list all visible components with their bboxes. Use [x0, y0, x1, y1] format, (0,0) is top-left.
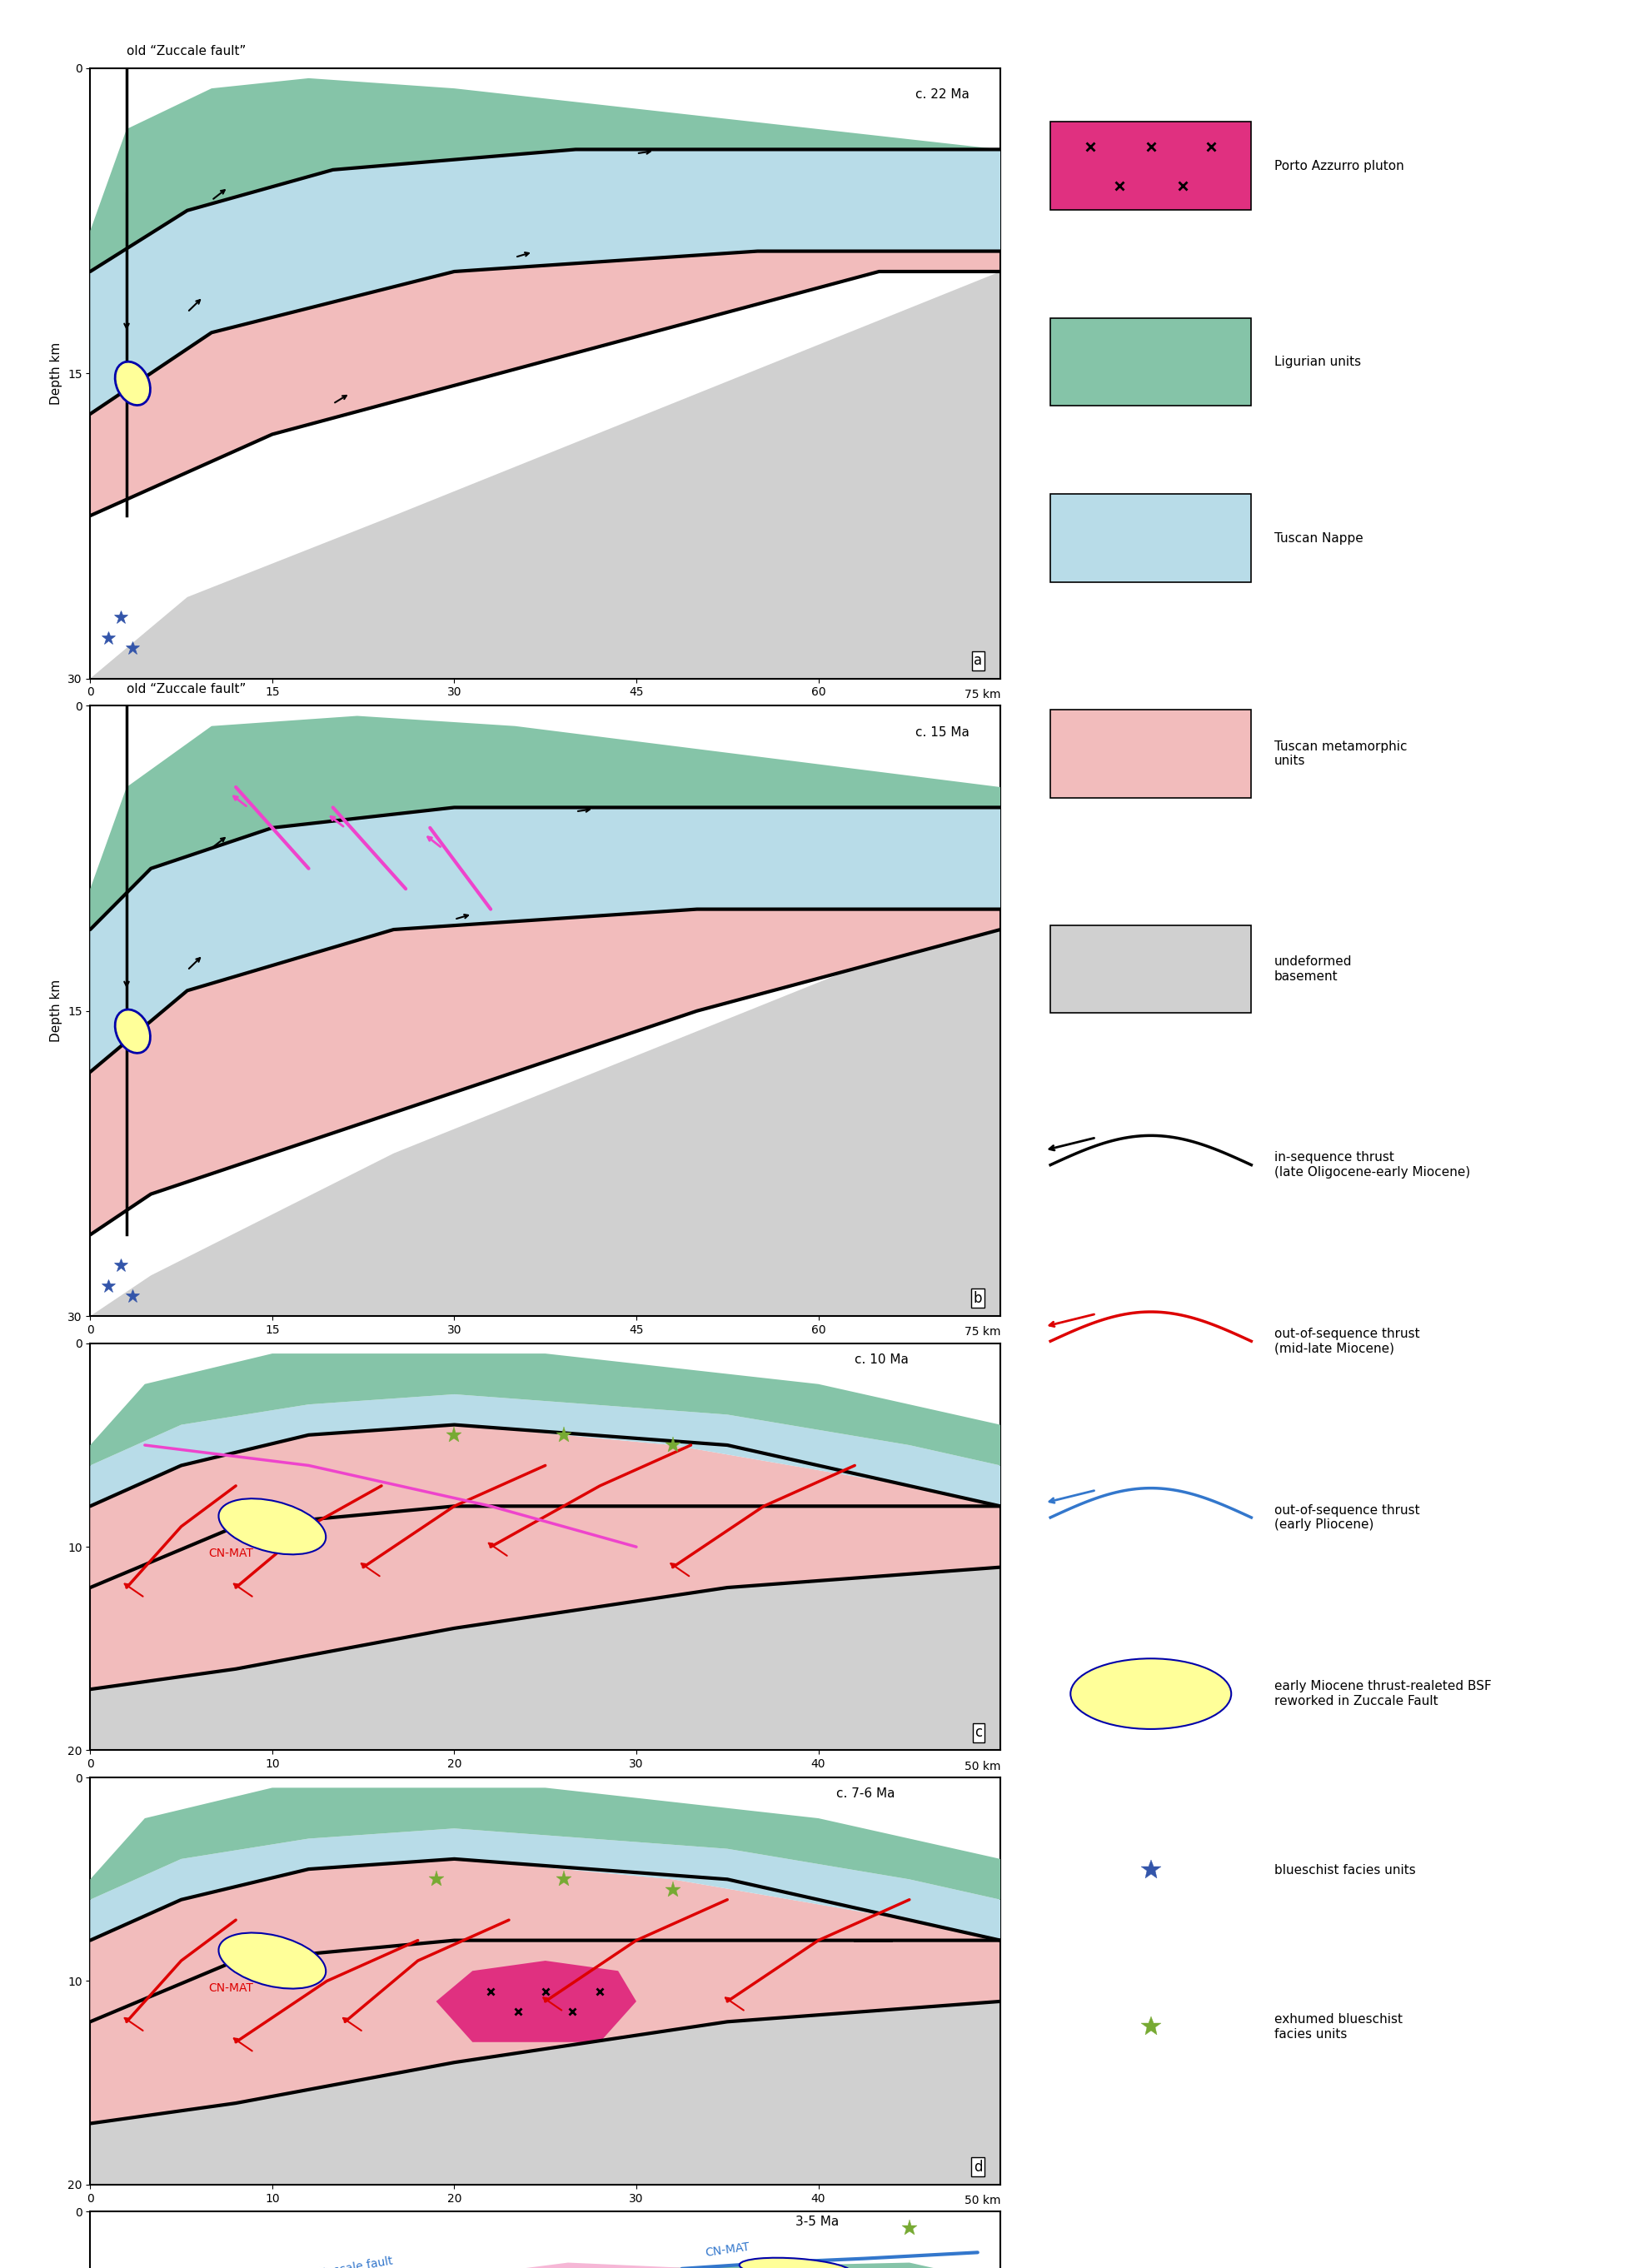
Text: d: d: [974, 2159, 982, 2175]
Text: b: b: [974, 1290, 982, 1306]
Text: 50 km: 50 km: [964, 1760, 1000, 1771]
Bar: [1051, 494, 1251, 583]
Polygon shape: [90, 1860, 1000, 2021]
Polygon shape: [436, 1962, 636, 2041]
Ellipse shape: [115, 1009, 151, 1052]
Polygon shape: [90, 1506, 1000, 1690]
Text: 75 km: 75 km: [964, 1327, 1000, 1338]
Polygon shape: [90, 717, 1000, 930]
Text: Porto Azzurro pluton: Porto Azzurro pluton: [1274, 159, 1404, 172]
Ellipse shape: [115, 361, 151, 406]
Text: in-sequence thrust
(late Oligocene-early Miocene): in-sequence thrust (late Oligocene-early…: [1274, 1152, 1469, 1179]
Polygon shape: [90, 1567, 1000, 1751]
Ellipse shape: [740, 2257, 851, 2268]
Text: c. 7-6 Ma: c. 7-6 Ma: [836, 1787, 895, 1801]
Text: Ligurian units: Ligurian units: [1274, 356, 1361, 367]
Text: exhumed blueschist
facies units: exhumed blueschist facies units: [1274, 2014, 1402, 2041]
Polygon shape: [90, 1354, 1000, 1465]
Text: blueschist facies units: blueschist facies units: [1274, 1864, 1415, 1876]
Polygon shape: [90, 2263, 1000, 2268]
Text: 3-5 Ma: 3-5 Ma: [795, 2216, 840, 2227]
Text: undeformed
basement: undeformed basement: [1274, 955, 1351, 982]
Text: CN-MAT: CN-MAT: [705, 2241, 751, 2259]
Ellipse shape: [218, 1932, 326, 1989]
Polygon shape: [90, 1424, 1000, 1588]
Text: out-of-sequence thrust
(early Pliocene): out-of-sequence thrust (early Pliocene): [1274, 1504, 1420, 1531]
Polygon shape: [90, 1395, 1000, 1506]
Text: old “Zuccale fault”: old “Zuccale fault”: [126, 45, 246, 59]
Text: Zuccale fault: Zuccale fault: [318, 2254, 394, 2268]
Text: a: a: [974, 653, 982, 669]
Bar: [1051, 710, 1251, 798]
Text: CN-MAT: CN-MAT: [208, 1547, 254, 1560]
Text: early Miocene thrust-realeted BSF
reworked in Zuccale Fault: early Miocene thrust-realeted BSF rework…: [1274, 1681, 1491, 1708]
Polygon shape: [90, 1787, 1000, 1901]
Text: Tuscan Nappe: Tuscan Nappe: [1274, 533, 1363, 544]
Text: 50 km: 50 km: [964, 2195, 1000, 2207]
Text: c. 15 Ma: c. 15 Ma: [915, 726, 969, 739]
Polygon shape: [90, 2000, 1000, 2184]
Ellipse shape: [218, 1499, 326, 1554]
Polygon shape: [90, 1828, 1000, 1941]
Y-axis label: Depth km: Depth km: [51, 342, 62, 404]
Polygon shape: [90, 252, 1000, 515]
Ellipse shape: [1071, 1658, 1232, 1728]
Text: old “Zuccale fault”: old “Zuccale fault”: [126, 683, 246, 696]
Y-axis label: Depth km: Depth km: [51, 980, 62, 1043]
Text: c: c: [974, 1726, 982, 1740]
Text: Tuscan metamorphic
units: Tuscan metamorphic units: [1274, 739, 1407, 767]
Text: c. 10 Ma: c. 10 Ma: [854, 1354, 909, 1365]
Text: CN-MAT: CN-MAT: [208, 1982, 254, 1994]
Bar: [1051, 122, 1251, 211]
Bar: [1051, 318, 1251, 406]
Bar: [1051, 925, 1251, 1014]
Polygon shape: [90, 909, 1000, 1234]
Polygon shape: [90, 150, 1000, 415]
Polygon shape: [90, 272, 1000, 678]
Polygon shape: [90, 77, 1000, 272]
Polygon shape: [341, 2263, 864, 2268]
Text: 75 km: 75 km: [964, 689, 1000, 701]
Text: c. 22 Ma: c. 22 Ma: [915, 88, 969, 100]
Polygon shape: [90, 909, 1000, 1315]
Polygon shape: [90, 1941, 1000, 2123]
Polygon shape: [90, 807, 1000, 1073]
Text: out-of-sequence thrust
(mid-late Miocene): out-of-sequence thrust (mid-late Miocene…: [1274, 1327, 1420, 1354]
